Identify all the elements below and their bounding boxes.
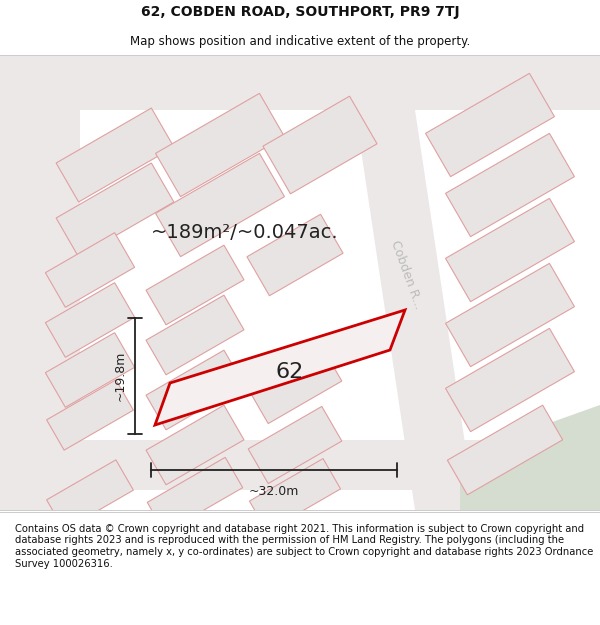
Polygon shape	[155, 93, 284, 197]
Polygon shape	[355, 110, 475, 510]
Polygon shape	[146, 405, 244, 485]
Polygon shape	[46, 232, 134, 308]
Polygon shape	[47, 380, 133, 450]
Polygon shape	[155, 310, 405, 425]
Polygon shape	[56, 163, 174, 257]
Text: ~32.0m: ~32.0m	[249, 485, 299, 498]
Text: Cobden R...: Cobden R...	[389, 239, 425, 311]
Polygon shape	[155, 153, 284, 257]
Polygon shape	[448, 405, 563, 495]
Polygon shape	[446, 263, 574, 367]
Polygon shape	[146, 350, 244, 430]
Polygon shape	[446, 198, 574, 302]
Polygon shape	[263, 96, 377, 194]
Polygon shape	[46, 332, 134, 408]
Polygon shape	[425, 73, 554, 177]
Polygon shape	[460, 405, 600, 510]
Polygon shape	[0, 55, 80, 510]
Polygon shape	[248, 406, 342, 484]
Polygon shape	[0, 440, 600, 490]
Text: Map shows position and indicative extent of the property.: Map shows position and indicative extent…	[130, 35, 470, 48]
Text: 62: 62	[276, 362, 304, 382]
Polygon shape	[446, 328, 574, 432]
Text: 62, COBDEN ROAD, SOUTHPORT, PR9 7TJ: 62, COBDEN ROAD, SOUTHPORT, PR9 7TJ	[140, 5, 460, 19]
Polygon shape	[146, 245, 244, 325]
Polygon shape	[250, 459, 341, 531]
Polygon shape	[47, 460, 133, 530]
Text: ~189m²/~0.047ac.: ~189m²/~0.047ac.	[151, 224, 339, 243]
Text: ~19.8m: ~19.8m	[114, 351, 127, 401]
Text: Contains OS data © Crown copyright and database right 2021. This information is : Contains OS data © Crown copyright and d…	[15, 524, 593, 569]
Polygon shape	[0, 55, 600, 110]
Polygon shape	[248, 346, 342, 424]
Polygon shape	[46, 282, 134, 357]
Polygon shape	[147, 458, 243, 532]
Polygon shape	[56, 108, 174, 202]
Polygon shape	[247, 214, 343, 296]
Polygon shape	[146, 295, 244, 375]
Polygon shape	[446, 133, 574, 237]
